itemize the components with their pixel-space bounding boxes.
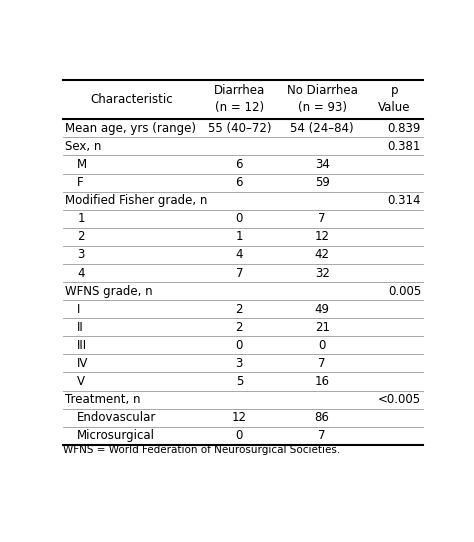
Text: 7: 7 bbox=[319, 429, 326, 442]
Text: 3: 3 bbox=[77, 248, 85, 261]
Text: Microsurgical: Microsurgical bbox=[77, 429, 155, 442]
Text: 3: 3 bbox=[236, 357, 243, 370]
Text: 7: 7 bbox=[319, 357, 326, 370]
Text: II: II bbox=[77, 321, 84, 334]
Text: WFNS grade, n: WFNS grade, n bbox=[65, 285, 152, 298]
Text: 5: 5 bbox=[236, 375, 243, 388]
Text: 7: 7 bbox=[236, 267, 243, 280]
Text: III: III bbox=[77, 339, 87, 352]
Text: 42: 42 bbox=[315, 248, 329, 261]
Text: 0.839: 0.839 bbox=[388, 122, 421, 135]
Text: Diarrhea
(n = 12): Diarrhea (n = 12) bbox=[214, 85, 265, 114]
Text: 21: 21 bbox=[315, 321, 329, 334]
Text: 32: 32 bbox=[315, 267, 329, 280]
Text: 1: 1 bbox=[77, 212, 85, 225]
Text: <0.005: <0.005 bbox=[378, 393, 421, 406]
Text: 49: 49 bbox=[315, 302, 329, 315]
Text: Endovascular: Endovascular bbox=[77, 411, 157, 424]
Text: Characteristic: Characteristic bbox=[90, 93, 173, 106]
Text: M: M bbox=[77, 158, 87, 171]
Text: 7: 7 bbox=[319, 212, 326, 225]
Text: 16: 16 bbox=[315, 375, 329, 388]
Text: 4: 4 bbox=[77, 267, 85, 280]
Text: V: V bbox=[77, 375, 85, 388]
Text: F: F bbox=[77, 176, 84, 189]
Text: 54 (24–84): 54 (24–84) bbox=[290, 122, 354, 135]
Text: IV: IV bbox=[77, 357, 89, 370]
Text: 0: 0 bbox=[319, 339, 326, 352]
Text: 0.005: 0.005 bbox=[388, 285, 421, 298]
Text: 12: 12 bbox=[315, 230, 329, 243]
Text: 2: 2 bbox=[236, 321, 243, 334]
Text: 6: 6 bbox=[236, 158, 243, 171]
Text: 0: 0 bbox=[236, 429, 243, 442]
Text: 12: 12 bbox=[232, 411, 247, 424]
Text: 2: 2 bbox=[77, 230, 85, 243]
Text: Treatment, n: Treatment, n bbox=[65, 393, 140, 406]
Text: p
Value: p Value bbox=[378, 85, 410, 114]
Text: 6: 6 bbox=[236, 176, 243, 189]
Text: Modified Fisher grade, n: Modified Fisher grade, n bbox=[65, 194, 207, 207]
Text: 34: 34 bbox=[315, 158, 329, 171]
Text: 4: 4 bbox=[236, 248, 243, 261]
Text: Mean age, yrs (range): Mean age, yrs (range) bbox=[65, 122, 196, 135]
Text: I: I bbox=[77, 302, 81, 315]
Text: No Diarrhea
(n = 93): No Diarrhea (n = 93) bbox=[287, 85, 357, 114]
Text: 55 (40–72): 55 (40–72) bbox=[208, 122, 271, 135]
Text: 2: 2 bbox=[236, 302, 243, 315]
Text: WFNS = World Federation of Neurosurgical Societies.: WFNS = World Federation of Neurosurgical… bbox=[63, 445, 340, 455]
Text: 0.381: 0.381 bbox=[388, 140, 421, 153]
Text: 86: 86 bbox=[315, 411, 329, 424]
Text: 1: 1 bbox=[236, 230, 243, 243]
Text: 0: 0 bbox=[236, 339, 243, 352]
Text: Sex, n: Sex, n bbox=[65, 140, 101, 153]
Text: 59: 59 bbox=[315, 176, 329, 189]
Text: 0: 0 bbox=[236, 212, 243, 225]
Text: 0.314: 0.314 bbox=[388, 194, 421, 207]
